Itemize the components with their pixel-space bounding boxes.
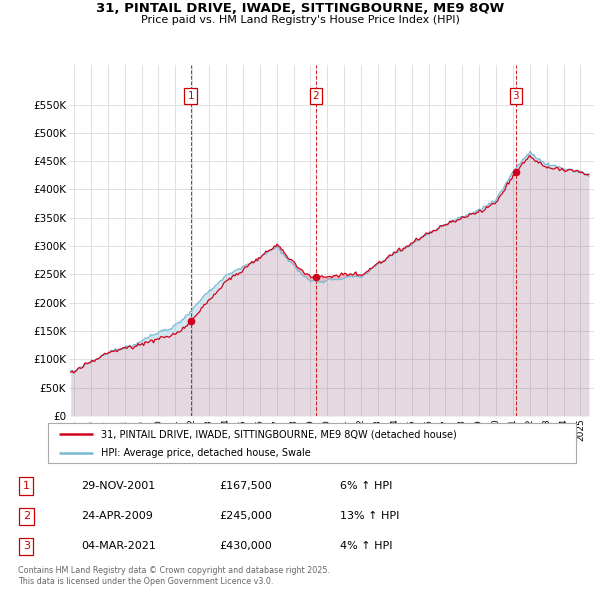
Text: 3: 3 bbox=[23, 542, 30, 552]
Text: 13% ↑ HPI: 13% ↑ HPI bbox=[340, 512, 400, 521]
Text: 1: 1 bbox=[23, 481, 30, 491]
Text: 31, PINTAIL DRIVE, IWADE, SITTINGBOURNE, ME9 8QW (detached house): 31, PINTAIL DRIVE, IWADE, SITTINGBOURNE,… bbox=[101, 430, 457, 440]
Text: 04-MAR-2021: 04-MAR-2021 bbox=[81, 542, 156, 552]
Text: 6% ↑ HPI: 6% ↑ HPI bbox=[340, 481, 392, 491]
Text: 1: 1 bbox=[187, 91, 194, 101]
Text: £245,000: £245,000 bbox=[220, 512, 272, 521]
Text: HPI: Average price, detached house, Swale: HPI: Average price, detached house, Swal… bbox=[101, 448, 311, 458]
Text: £430,000: £430,000 bbox=[220, 542, 272, 552]
Text: Price paid vs. HM Land Registry's House Price Index (HPI): Price paid vs. HM Land Registry's House … bbox=[140, 15, 460, 25]
Text: 4% ↑ HPI: 4% ↑ HPI bbox=[340, 542, 393, 552]
Text: 2: 2 bbox=[23, 512, 30, 521]
Text: 24-APR-2009: 24-APR-2009 bbox=[81, 512, 153, 521]
Text: 3: 3 bbox=[512, 91, 519, 101]
Text: £167,500: £167,500 bbox=[220, 481, 272, 491]
Text: Contains HM Land Registry data © Crown copyright and database right 2025.
This d: Contains HM Land Registry data © Crown c… bbox=[18, 566, 330, 586]
Text: 29-NOV-2001: 29-NOV-2001 bbox=[81, 481, 155, 491]
Text: 2: 2 bbox=[313, 91, 319, 101]
Text: 31, PINTAIL DRIVE, IWADE, SITTINGBOURNE, ME9 8QW: 31, PINTAIL DRIVE, IWADE, SITTINGBOURNE,… bbox=[96, 2, 504, 15]
